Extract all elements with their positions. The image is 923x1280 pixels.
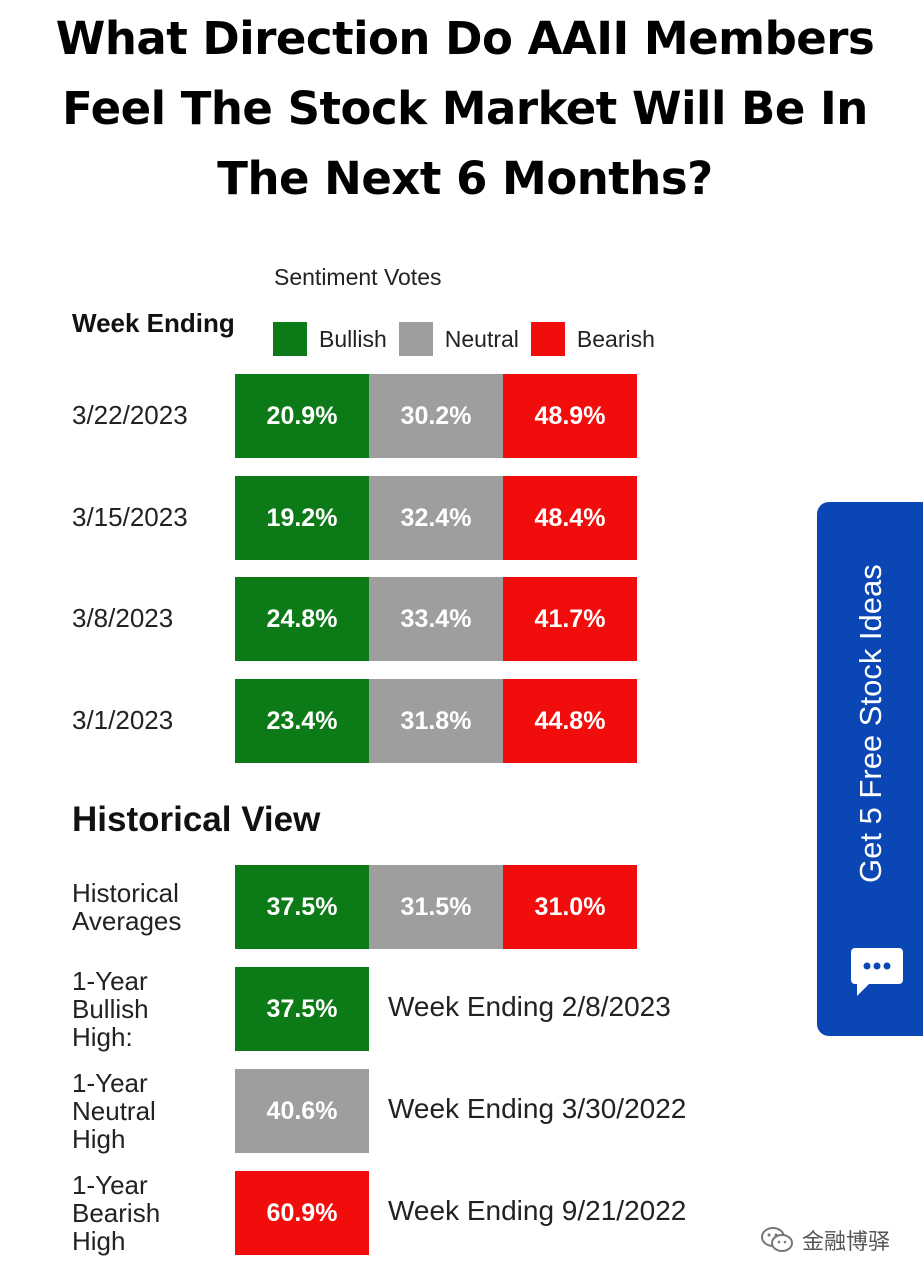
week-row: 3/1/2023 23.4% 31.8% 44.8% [0, 679, 923, 763]
week-ending-header: Week Ending [72, 308, 235, 338]
bearish-high-week: Week Ending 9/21/2022 [388, 1195, 687, 1226]
week-date: 3/22/2023 [72, 400, 188, 430]
bearish-high-cell: 60.9% [235, 1171, 369, 1255]
watermark-label: 金融博驿 [802, 1229, 891, 1254]
sentiment-votes-label: Sentiment Votes [274, 264, 442, 290]
neutral-high-cell: 40.6% [235, 1069, 369, 1153]
bullish-high-week: Week Ending 2/8/2023 [388, 991, 671, 1022]
week-date: 3/8/2023 [72, 603, 174, 633]
bearish-high-label: 1-Year Bearish High [72, 1170, 161, 1256]
historical-averages-row: Historical Averages 37.5% 31.5% 31.0% [0, 865, 923, 949]
neutral-cell: 31.8% [369, 679, 503, 763]
legend-swatch-bullish [273, 322, 307, 356]
legend-swatch-bearish [530, 322, 565, 356]
week-date: 3/15/2023 [72, 502, 188, 532]
legend-label-bullish: Bullish [319, 325, 387, 352]
week-row: 3/8/2023 24.8% 33.4% 41.7% [0, 577, 923, 661]
bullish-cell: 19.2% [235, 476, 369, 560]
title-line-1: What Direction Do AAII Members [55, 12, 875, 65]
legend-item-bullish: Bullish [273, 322, 387, 356]
bullish-cell: 37.5% [235, 865, 369, 949]
bullish-high-row: 1-Year Bullish High: 37.5% Week Ending 2… [0, 967, 923, 1051]
legend: Bullish Neutral Bearish [273, 322, 667, 356]
bullish-high-label: 1-Year Bullish High: [72, 966, 149, 1052]
legend-label-neutral: Neutral [444, 325, 519, 352]
title-line-3: The Next 6 Months? [217, 152, 713, 205]
bearish-cell: 44.8% [503, 679, 637, 763]
historical-view-title: Historical View [72, 800, 321, 839]
neutral-cell: 30.2% [369, 374, 503, 458]
bearish-cell: 31.0% [503, 865, 637, 949]
page-title: What Direction Do AAII Members Feel The … [40, 4, 890, 214]
bullish-cell: 20.9% [235, 374, 369, 458]
week-date: 3/1/2023 [72, 705, 174, 735]
bullish-cell: 23.4% [235, 679, 369, 763]
bearish-cell: 48.9% [503, 374, 637, 458]
watermark: 金融博驿 [760, 1224, 890, 1256]
bullish-cell: 24.8% [235, 577, 369, 661]
chat-bubble-icon [851, 948, 903, 996]
neutral-cell: 32.4% [369, 476, 503, 560]
legend-label-bearish: Bearish [576, 325, 655, 352]
historical-averages-label: Historical Averages [72, 878, 182, 936]
week-row: 3/22/2023 20.9% 30.2% 48.9% [0, 374, 923, 458]
bearish-high-row: 1-Year Bearish High 60.9% Week Ending 9/… [0, 1171, 923, 1255]
neutral-high-label: 1-Year Neutral High [72, 1068, 156, 1154]
legend-swatch-neutral [398, 322, 433, 356]
neutral-cell: 31.5% [369, 865, 503, 949]
neutral-high-week: Week Ending 3/30/2022 [388, 1093, 687, 1124]
bearish-cell: 41.7% [503, 577, 637, 661]
bullish-high-cell: 37.5% [235, 967, 369, 1051]
neutral-cell: 33.4% [369, 577, 503, 661]
legend-item-bearish: Bearish [530, 322, 655, 356]
wechat-icon [761, 1227, 793, 1252]
neutral-high-row: 1-Year Neutral High 40.6% Week Ending 3/… [0, 1069, 923, 1153]
side-tab-label: Get 5 Free Stock Ideas [853, 564, 888, 884]
week-row: 3/15/2023 19.2% 32.4% 48.4% [0, 476, 923, 560]
bearish-cell: 48.4% [503, 476, 637, 560]
free-stock-ideas-tab[interactable]: Get 5 Free Stock Ideas [817, 502, 923, 1036]
legend-item-neutral: Neutral [398, 322, 519, 356]
title-line-2: Feel The Stock Market Will Be In [62, 82, 868, 135]
